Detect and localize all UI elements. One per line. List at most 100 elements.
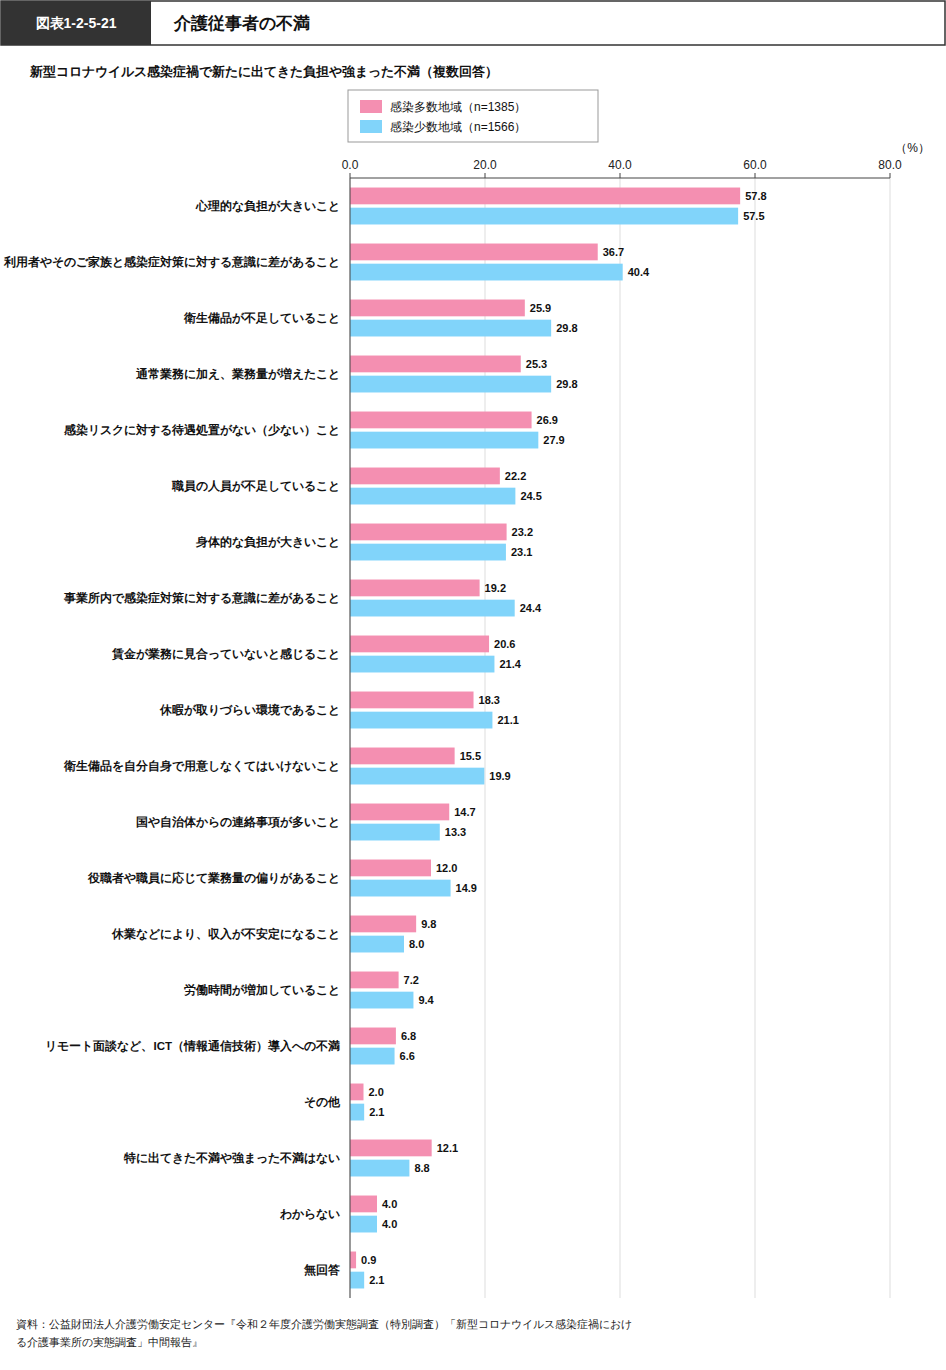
data-label: 7.2 xyxy=(404,974,419,986)
data-label: 4.0 xyxy=(382,1218,397,1230)
grid-line xyxy=(620,178,621,1298)
legend-label: 感染少数地域（n=1566） xyxy=(390,120,526,134)
data-label: 40.4 xyxy=(628,266,650,278)
category-label: 衛生備品が不足していること xyxy=(183,311,340,325)
bar xyxy=(350,636,489,653)
legend: 感染多数地域（n=1385） 感染少数地域（n=1566） xyxy=(348,90,598,142)
legend-swatch xyxy=(360,120,382,133)
data-label: 57.5 xyxy=(743,210,764,222)
data-label: 9.8 xyxy=(421,918,436,930)
data-labels: 57.857.536.740.425.929.825.329.826.927.9… xyxy=(361,190,766,1286)
data-label: 15.5 xyxy=(460,750,481,762)
bar xyxy=(350,600,515,617)
x-axis-line xyxy=(350,178,890,179)
y-axis-line xyxy=(350,178,351,1298)
category-label: 特に出てきた不満や強まった不満はない xyxy=(123,1151,340,1165)
category-label: 身体的な負担が大きいこと xyxy=(195,535,340,549)
bar xyxy=(350,1048,395,1065)
bar xyxy=(350,1216,377,1233)
data-label: 8.8 xyxy=(414,1162,429,1174)
bar xyxy=(350,580,480,597)
category-label: 休業などにより、収入が不安定になること xyxy=(111,927,340,941)
data-label: 21.1 xyxy=(497,714,518,726)
figure-label: 図表1-2-5-21 xyxy=(36,15,117,31)
data-label: 6.8 xyxy=(401,1030,416,1042)
tick-mark xyxy=(620,173,621,178)
category-label: リモート面談など、ICT（情報通信技術）導入への不満 xyxy=(45,1039,340,1053)
figure-label-box xyxy=(1,1,151,45)
legend-swatch xyxy=(360,100,382,113)
bar xyxy=(350,1272,364,1289)
bar xyxy=(350,264,623,281)
bar xyxy=(350,656,494,673)
category-label: 休暇が取りづらい環境であること xyxy=(159,703,340,717)
bar xyxy=(350,992,413,1009)
data-label: 23.2 xyxy=(512,526,533,538)
data-label: 29.8 xyxy=(556,322,577,334)
tick-label: 0.0 xyxy=(342,158,359,172)
data-label: 27.9 xyxy=(543,434,564,446)
data-label: 12.0 xyxy=(436,862,457,874)
bar xyxy=(350,692,474,709)
data-label: 21.4 xyxy=(499,658,521,670)
category-label: わからない xyxy=(279,1208,340,1221)
data-label: 13.3 xyxy=(445,826,466,838)
grid-line xyxy=(755,178,756,1298)
tick-mark xyxy=(485,173,486,178)
bar xyxy=(350,860,431,877)
bar xyxy=(350,412,532,429)
bar xyxy=(350,768,484,785)
tick-label: 40.0 xyxy=(608,158,632,172)
legend-label: 感染多数地域（n=1385） xyxy=(390,100,526,114)
tick-label: 80.0 xyxy=(878,158,902,172)
bar xyxy=(350,432,538,449)
source-line: 資料：公益財団法人介護労働安定センター『令和２年度介護労働実態調査（特別調査）「… xyxy=(16,1318,632,1331)
category-label: 衛生備品を自分自身で用意しなくてはいけないこと xyxy=(63,759,340,773)
data-label: 18.3 xyxy=(479,694,500,706)
bar xyxy=(350,1252,356,1269)
bar xyxy=(350,824,440,841)
x-axis: 0.0 20.0 40.0 60.0 80.0 xyxy=(342,158,902,1298)
data-label: 24.5 xyxy=(520,490,541,502)
bar xyxy=(350,488,515,505)
bar xyxy=(350,544,506,561)
data-label: 25.3 xyxy=(526,358,547,370)
bar xyxy=(350,1196,377,1213)
bar xyxy=(350,244,598,261)
title: 介護従事者の不満 xyxy=(173,14,310,33)
data-label: 12.1 xyxy=(437,1142,458,1154)
source-line: る介護事業所の実態調査」中間報告』 xyxy=(16,1336,203,1348)
bar xyxy=(350,880,451,897)
bars xyxy=(350,188,740,1289)
bar xyxy=(350,1104,364,1121)
tick-label: 20.0 xyxy=(473,158,497,172)
data-label: 20.6 xyxy=(494,638,515,650)
bar xyxy=(350,804,449,821)
bar xyxy=(350,188,740,205)
tick-label: 60.0 xyxy=(743,158,767,172)
bar xyxy=(350,376,551,393)
data-label: 9.4 xyxy=(418,994,434,1006)
subtitle: 新型コロナウイルス感染症禍で新たに出てきた負担や強まった不満（複数回答） xyxy=(29,64,498,79)
bar xyxy=(350,468,500,485)
bar xyxy=(350,1084,364,1101)
bar xyxy=(350,748,455,765)
data-label: 6.6 xyxy=(400,1050,415,1062)
category-label: 労働時間が増加していること xyxy=(184,983,340,997)
bar xyxy=(350,1028,396,1045)
data-label: 2.1 xyxy=(369,1274,384,1286)
bar xyxy=(350,208,738,225)
data-label: 25.9 xyxy=(530,302,551,314)
bar xyxy=(350,356,521,373)
category-label: 役職者や職員に応じて業務量の偏りがあること xyxy=(87,871,340,885)
category-label: 利用者やそのご家族と感染症対策に対する意識に差があること xyxy=(3,255,340,269)
category-label: 感染リスクに対する待遇処置がない（少ない）こと xyxy=(63,423,340,437)
category-label: その他 xyxy=(304,1096,341,1109)
data-label: 2.1 xyxy=(369,1106,384,1118)
data-label: 36.7 xyxy=(603,246,624,258)
category-label: 心理的な負担が大きいこと xyxy=(195,199,340,213)
data-label: 19.2 xyxy=(485,582,506,594)
category-label: 職員の人員が不足していること xyxy=(171,479,340,493)
tick-mark xyxy=(890,173,891,178)
bar xyxy=(350,300,525,317)
